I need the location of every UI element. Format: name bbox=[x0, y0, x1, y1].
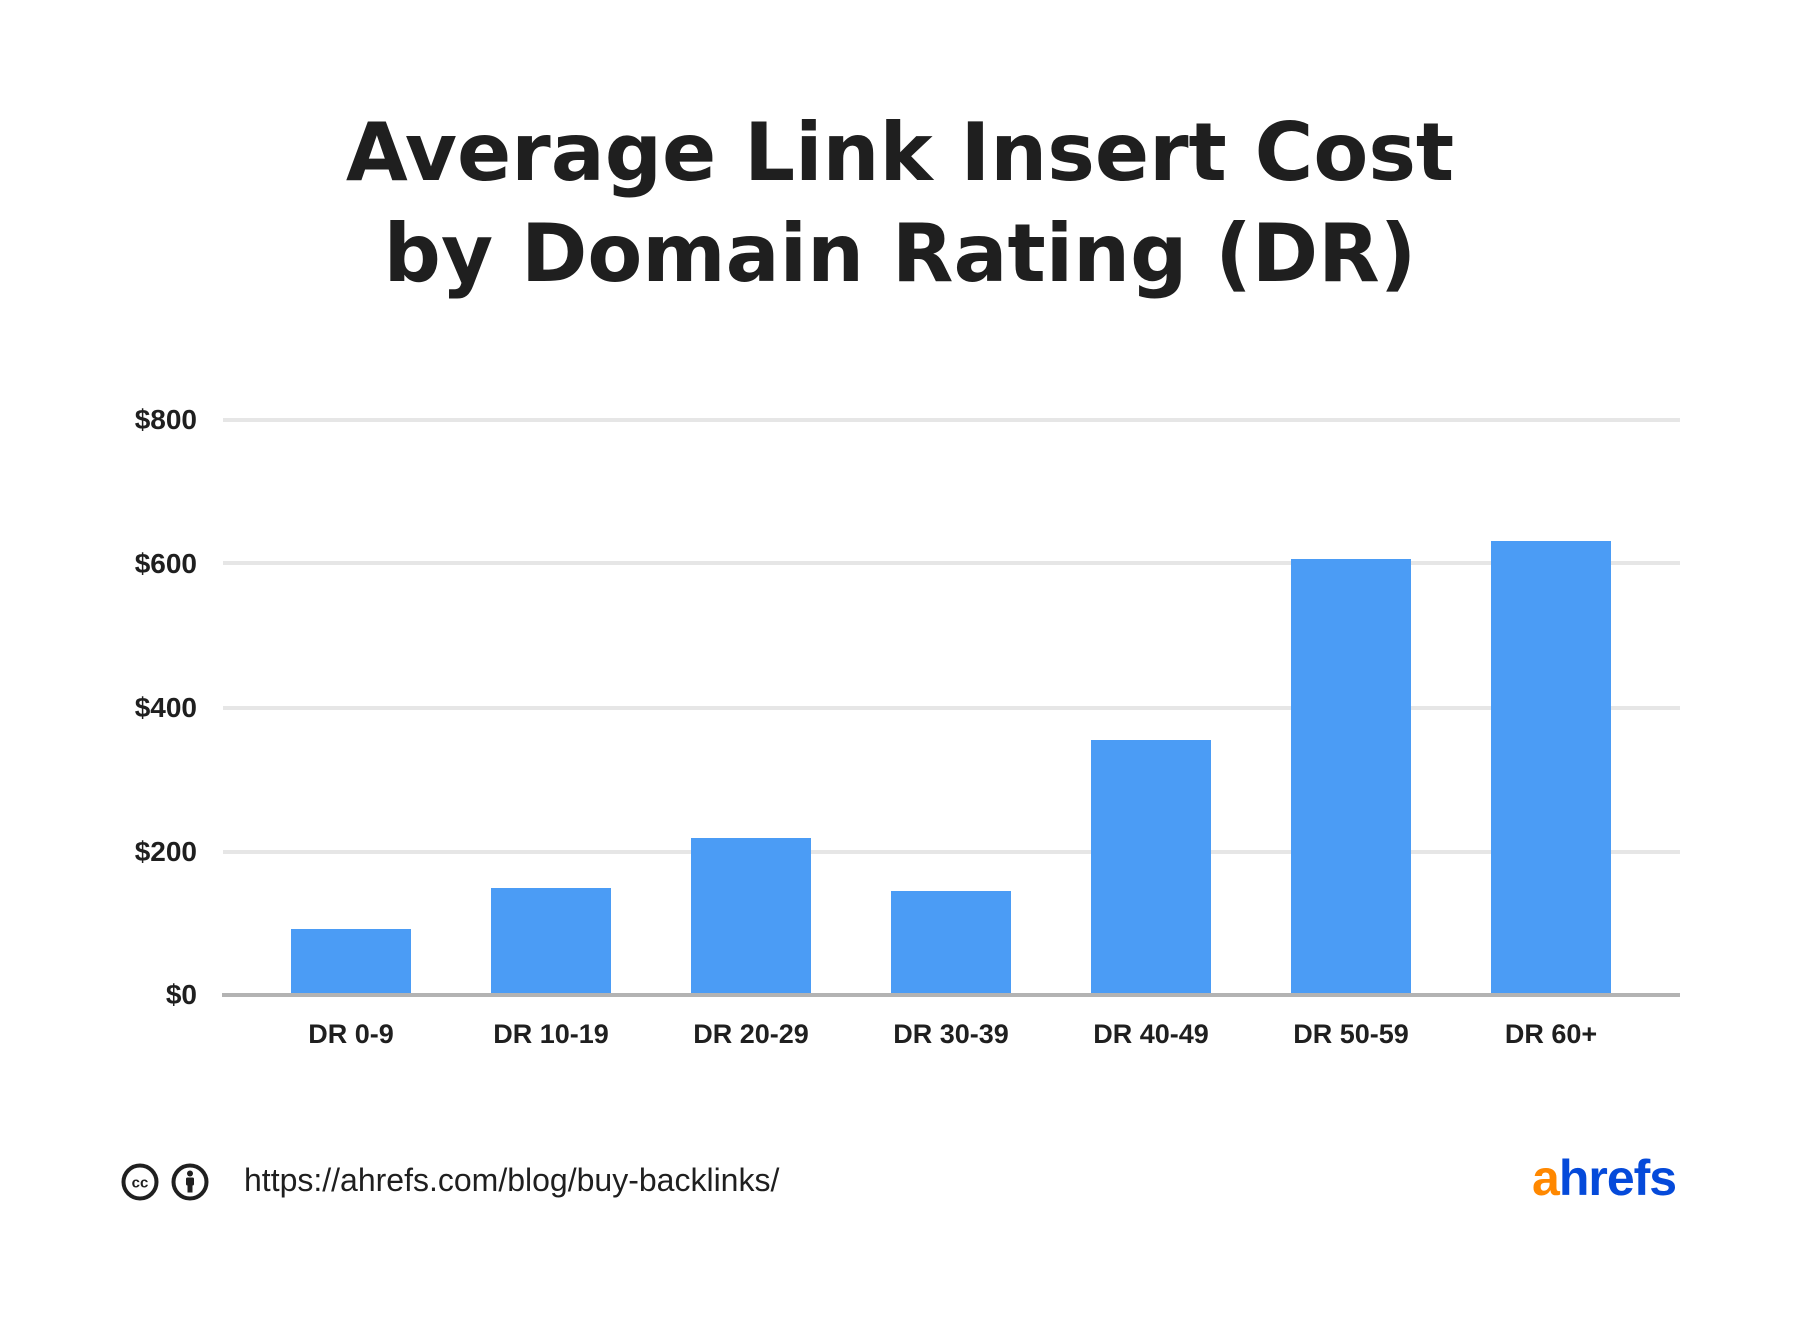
bar bbox=[1291, 559, 1411, 995]
x-tick-label: DR 40-49 bbox=[1093, 1019, 1209, 1049]
gridline-200 bbox=[223, 850, 1680, 854]
logo-letters-hrefs: hrefs bbox=[1558, 1150, 1677, 1206]
y-tick-label: $800 bbox=[134, 404, 197, 435]
gridline-400 bbox=[223, 706, 1680, 710]
svg-text:cc: cc bbox=[132, 1175, 149, 1192]
ahrefs-logo: ahrefs bbox=[1532, 1150, 1677, 1206]
logo-letter-a: a bbox=[1532, 1150, 1560, 1206]
chart-title-line-2: by Domain Rating (DR) bbox=[383, 207, 1417, 300]
source-url-link[interactable]: https://ahrefs.com/blog/buy-backlinks/ bbox=[244, 1162, 780, 1198]
y-tick-label: $400 bbox=[134, 692, 197, 723]
x-tick-label: DR 60+ bbox=[1504, 1019, 1598, 1049]
gridline-600 bbox=[223, 561, 1680, 565]
chart-title: Average Link Insert Cost by Domain Ratin… bbox=[0, 102, 1800, 304]
bar-chart: $800 $600 $400 $200 $0 DR 0-9 DR 10-19 D… bbox=[134, 404, 1680, 1049]
bar bbox=[691, 838, 811, 995]
chart-title-line-1: Average Link Insert Cost bbox=[345, 106, 1455, 199]
bar bbox=[291, 929, 411, 995]
bar bbox=[491, 888, 611, 995]
y-tick-label: $0 bbox=[165, 979, 197, 1010]
bar bbox=[1091, 740, 1211, 995]
creative-commons-icon: cc bbox=[121, 1163, 159, 1201]
x-tick-label: DR 30-39 bbox=[893, 1019, 1009, 1049]
y-tick-label: $600 bbox=[134, 548, 197, 579]
x-tick-label: DR 20-29 bbox=[693, 1019, 809, 1049]
x-tick-label: DR 10-19 bbox=[493, 1019, 609, 1049]
bar bbox=[891, 891, 1011, 995]
y-tick-label: $200 bbox=[134, 836, 197, 867]
bar bbox=[1491, 541, 1611, 995]
x-axis-line bbox=[222, 993, 1680, 997]
x-tick-label: DR 50-59 bbox=[1293, 1019, 1409, 1049]
x-tick-label: DR 0-9 bbox=[308, 1019, 394, 1049]
attribution-icon bbox=[171, 1163, 209, 1201]
gridline-800 bbox=[223, 418, 1680, 422]
